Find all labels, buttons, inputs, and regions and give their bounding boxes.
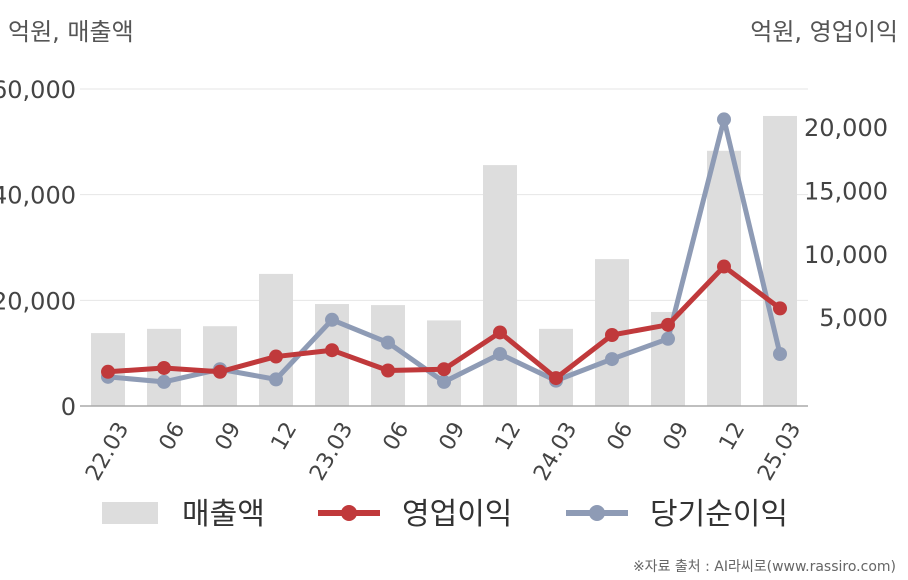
net-income-point <box>605 352 619 367</box>
net-income-point <box>773 347 787 362</box>
right-axis-tick-label: 5,000 <box>819 304 888 332</box>
legend-net-income-marker <box>589 505 605 521</box>
right-axis-tick-label: 15,000 <box>804 177 888 205</box>
legend-revenue-swatch <box>102 502 158 524</box>
x-axis-tick-label: 23.03 <box>305 418 358 485</box>
operating-profit-point <box>493 325 507 340</box>
net-income-point <box>325 312 339 327</box>
left-axis-tick-label: 60,000 <box>0 76 76 104</box>
net-income-point <box>269 372 283 387</box>
net-income-point <box>661 331 675 346</box>
x-axis-tick-label: 12 <box>491 418 527 455</box>
operating-profit-point <box>157 360 171 375</box>
operating-profit-point <box>213 364 227 379</box>
operating-profit-point <box>101 364 115 379</box>
left-axis-tick-label: 20,000 <box>0 287 76 315</box>
x-axis-tick-label: 06 <box>379 418 415 455</box>
revenue-bar <box>371 305 405 406</box>
right-axis-unit-label: 억원, 영업이익 <box>750 18 898 46</box>
legend-net-income-label: 당기순이익 <box>650 497 788 532</box>
operating-profit-point <box>717 259 731 274</box>
operating-profit-point <box>437 362 451 377</box>
x-axis-tick-label: 06 <box>603 418 639 455</box>
x-axis-tick-label: 25.03 <box>753 418 806 485</box>
x-axis-tick-label: 09 <box>211 418 247 455</box>
left-axis-tick-label: 0 <box>61 393 76 421</box>
operating-profit-point <box>269 349 283 364</box>
net-income-point <box>437 374 451 389</box>
operating-profit-point <box>661 317 675 332</box>
operating-profit-point <box>773 301 787 316</box>
right-axis-tick-label: 10,000 <box>804 241 888 269</box>
source-credit: ※자료 출처 : AI라씨로(www.rassiro.com) <box>632 559 896 575</box>
x-axis-tick-label: 09 <box>435 418 471 455</box>
net-income-point <box>381 335 395 350</box>
revenue-bar <box>483 165 517 406</box>
revenue-bar <box>763 115 797 406</box>
x-axis-tick-label: 22.03 <box>81 418 134 485</box>
x-axis-tick-label: 06 <box>155 418 191 455</box>
legend-revenue-label: 매출액 <box>182 497 265 532</box>
net-income-point <box>493 347 507 362</box>
x-axis-tick-label: 12 <box>715 418 751 455</box>
legend-operating-profit-marker <box>341 505 357 521</box>
operating-profit-point <box>381 363 395 378</box>
net-income-point <box>717 112 731 127</box>
net-income-point <box>157 374 171 389</box>
x-axis-tick-label: 12 <box>267 418 303 455</box>
right-axis-tick-label: 20,000 <box>804 114 888 142</box>
x-axis-tick-label: 24.03 <box>529 418 582 485</box>
operating-profit-point <box>605 327 619 342</box>
left-axis-tick-label: 40,000 <box>0 182 76 210</box>
legend-operating-profit-label: 영업이익 <box>402 497 512 532</box>
left-axis-unit-label: 억원, 매출액 <box>8 18 134 46</box>
operating-profit-point <box>325 343 339 358</box>
x-axis-tick-label: 09 <box>659 418 695 455</box>
operating-profit-point <box>549 371 563 386</box>
